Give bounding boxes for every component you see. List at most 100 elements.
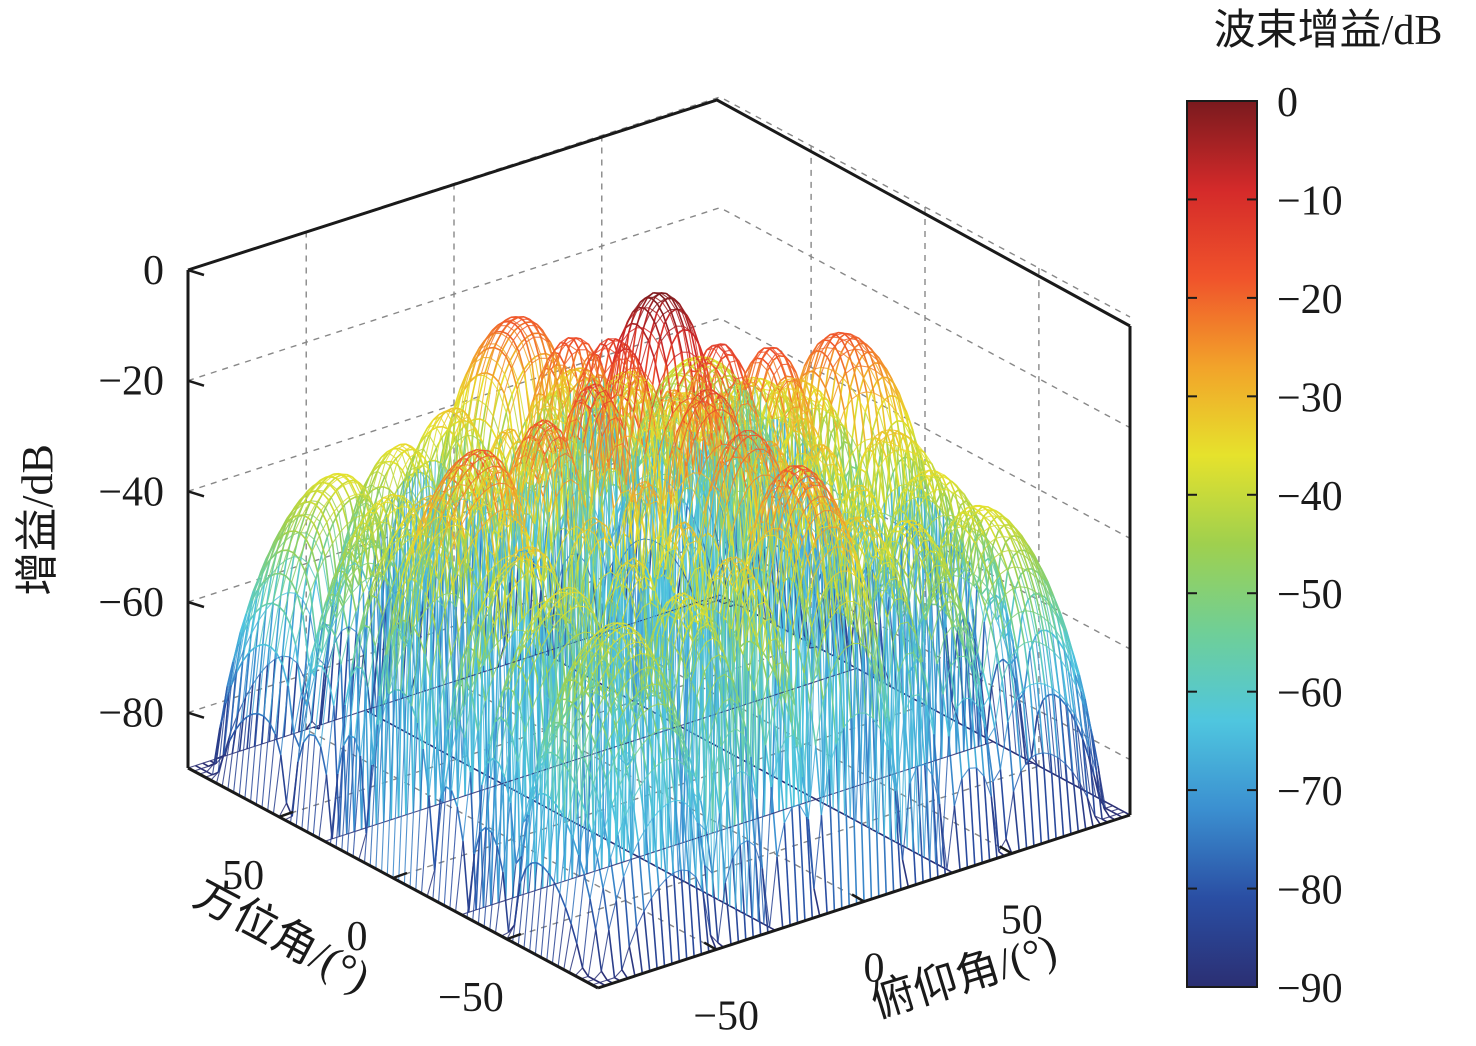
surface-segment xyxy=(761,358,769,365)
surface-segment xyxy=(958,568,966,577)
surface-segment xyxy=(756,357,763,360)
surface-segment xyxy=(953,805,961,871)
surface-segment xyxy=(879,440,887,458)
surface-segment xyxy=(689,883,696,889)
surface-segment xyxy=(866,826,874,831)
surface-segment xyxy=(1041,597,1049,622)
surface-segment xyxy=(988,598,996,607)
surface-segment xyxy=(845,373,853,400)
surface-segment xyxy=(772,355,780,361)
surface-segment xyxy=(938,544,946,551)
surface-segment xyxy=(631,322,637,326)
surface-segment xyxy=(842,358,850,379)
surface-segment xyxy=(864,472,872,489)
surface-segment xyxy=(1043,684,1052,754)
surface-segment xyxy=(649,862,657,867)
surface-segment xyxy=(991,515,999,526)
surface-segment xyxy=(823,339,829,342)
surface-segment xyxy=(980,586,988,596)
surface-segment xyxy=(687,870,695,957)
surface-segment xyxy=(817,403,826,481)
surface-segment xyxy=(1057,640,1065,651)
surface-segment xyxy=(1036,683,1044,753)
surface-segment xyxy=(852,367,860,394)
surface-segment xyxy=(1030,560,1038,578)
surface-segment xyxy=(948,479,957,495)
surface-segment xyxy=(885,456,893,492)
surface-segment xyxy=(509,349,517,361)
surface-segment xyxy=(833,464,841,500)
surface-segment xyxy=(672,872,681,962)
surface-segment xyxy=(1027,593,1035,601)
surface-segment xyxy=(989,526,997,539)
surface-segment xyxy=(856,484,864,491)
surface-segment xyxy=(804,436,812,449)
surface-segment xyxy=(897,396,905,423)
surface-segment xyxy=(665,878,673,965)
surface-segment xyxy=(980,554,988,570)
surface-segment xyxy=(868,362,876,368)
surface-segment xyxy=(1026,587,1035,613)
surface-segment xyxy=(820,347,828,368)
surface-segment xyxy=(305,539,313,552)
surface-segment xyxy=(488,346,495,349)
surface-segment xyxy=(947,489,955,517)
surface-segment xyxy=(1106,802,1114,807)
surface-segment xyxy=(752,917,759,922)
surface-segment xyxy=(899,449,908,485)
surface-segment xyxy=(970,698,978,768)
surface-segment xyxy=(1088,746,1096,817)
surface-segment xyxy=(1039,615,1048,647)
surface-segment xyxy=(995,649,1003,681)
surface-segment xyxy=(983,776,991,861)
surface-segment xyxy=(855,819,862,825)
surface-segment xyxy=(1009,537,1018,552)
surface-segment xyxy=(982,545,990,606)
surface-segment xyxy=(1021,567,1029,589)
surface-segment xyxy=(820,815,828,914)
surface-segment xyxy=(929,859,936,865)
surface-segment xyxy=(926,476,934,492)
surface-segment xyxy=(968,768,976,866)
surface-segment xyxy=(836,378,844,419)
surface-segment xyxy=(813,888,821,917)
surface-segment xyxy=(889,385,897,412)
surface-segment xyxy=(484,420,492,429)
surface-segment xyxy=(289,530,296,533)
surface-segment xyxy=(872,829,879,834)
surface-segment xyxy=(1001,679,1009,723)
surface-segment xyxy=(958,625,966,657)
surface-segment xyxy=(949,527,957,571)
surface-segment xyxy=(1049,753,1057,840)
surface-segment xyxy=(876,359,884,377)
surface-segment xyxy=(899,525,907,537)
surface-segment xyxy=(490,427,498,440)
surface-segment xyxy=(975,767,983,864)
surface-segment xyxy=(364,547,372,577)
surface-segment xyxy=(992,781,1000,852)
surface-segment xyxy=(1049,605,1057,631)
surface-segment xyxy=(854,348,862,367)
surface-segment xyxy=(516,370,525,382)
surface-segment xyxy=(890,420,898,426)
surface-segment xyxy=(837,384,846,411)
surface-segment xyxy=(849,816,857,822)
surface-segment xyxy=(987,737,994,743)
surface-segment xyxy=(635,927,644,974)
surface-segment xyxy=(982,672,990,698)
surface-segment xyxy=(838,810,845,816)
surface-segment xyxy=(1069,655,1077,687)
surface-segment xyxy=(684,376,692,385)
surface-segment xyxy=(875,431,883,444)
surface-segment xyxy=(525,341,533,364)
surface-segment xyxy=(1034,754,1043,844)
surface-segment xyxy=(1021,690,1030,761)
surface-segment xyxy=(1012,588,1020,613)
surface-segment xyxy=(1118,808,1125,813)
surface-segment xyxy=(630,857,638,928)
surface-segment xyxy=(947,736,956,807)
surface-segment xyxy=(776,856,784,928)
surface-segment xyxy=(1008,659,1016,702)
surface-segment xyxy=(770,787,778,857)
